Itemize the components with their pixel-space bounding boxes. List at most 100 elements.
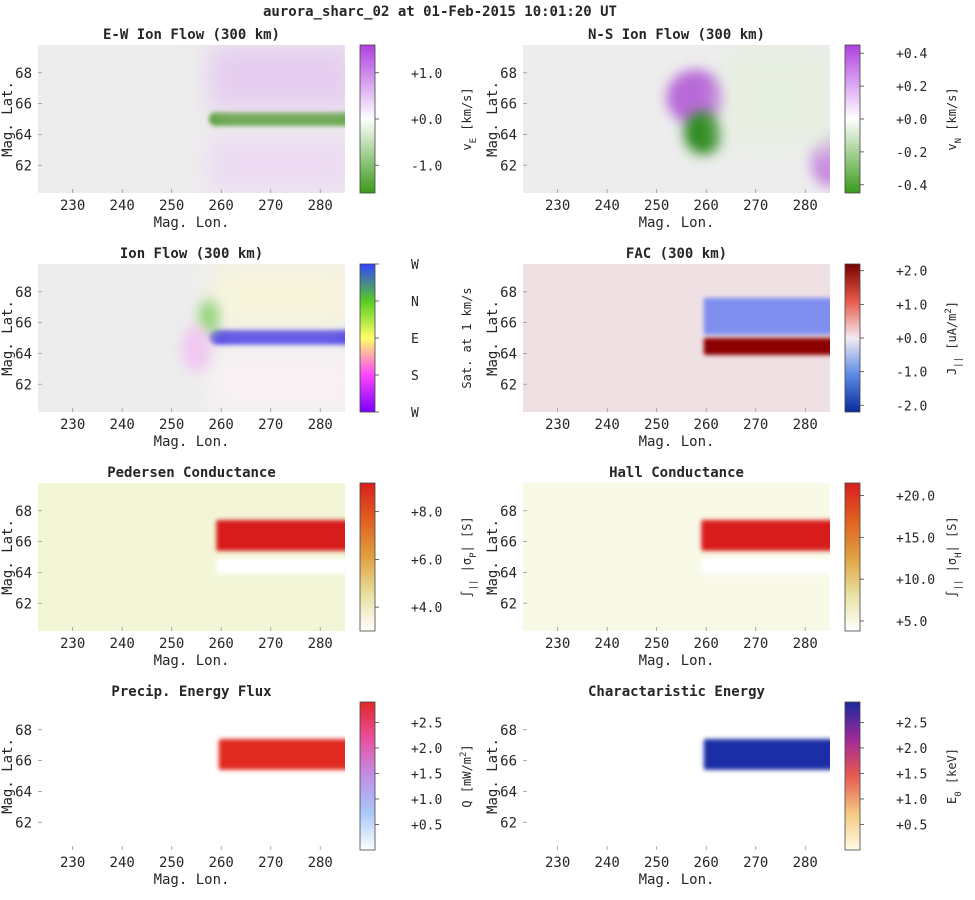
colorbar	[359, 44, 376, 194]
x-tick-label: 270	[258, 636, 283, 652]
heatmap-area	[523, 264, 830, 412]
y-axis-label: Mag. Lat.	[485, 81, 501, 157]
x-axis-label: Mag. Lon.	[639, 653, 715, 669]
colorbar-tick-label: +1.0	[411, 67, 442, 82]
y-tick-label: 68	[500, 723, 517, 739]
x-tick-label: 250	[644, 636, 669, 652]
y-tick-label: 68	[15, 504, 32, 520]
colorbar-tick-label: +0.0	[896, 332, 927, 347]
y-tick-label: 62	[15, 377, 32, 393]
colorbar-tick-label: +0.4	[896, 47, 927, 62]
x-tick-label: 230	[60, 198, 85, 214]
y-axis-label: Mag. Lat.	[0, 519, 16, 595]
x-tick-label: 260	[209, 855, 234, 871]
panel-title: E-W Ion Flow (300 km)	[103, 27, 280, 43]
colorbar-label: Sat. at 1 km/s	[460, 287, 474, 388]
heatmap-region	[703, 739, 830, 770]
x-axis-label: Mag. Lon.	[154, 434, 230, 450]
y-tick-label: 62	[500, 815, 517, 831]
panel-title: N-S Ion Flow (300 km)	[588, 27, 765, 43]
x-tick-label: 240	[595, 636, 620, 652]
x-tick-label: 240	[110, 417, 135, 433]
y-tick-label: 68	[500, 504, 517, 520]
heatmap-blob	[181, 325, 212, 372]
colorbar	[844, 263, 861, 413]
x-tick-label: 250	[644, 417, 669, 433]
panel-title: Charactaristic Energy	[588, 684, 766, 700]
colorbar-label: vE [km/s]	[460, 87, 479, 150]
x-tick-label: 280	[308, 417, 333, 433]
colorbar	[359, 482, 376, 632]
colorbar-tick-label: +1.5	[411, 767, 442, 782]
x-tick-label: 270	[258, 417, 283, 433]
x-tick-label: 240	[595, 855, 620, 871]
colorbar-tick-label: W	[411, 406, 419, 421]
colorbar-tick-label: S	[411, 369, 419, 384]
colorbar-tick-label: +2.5	[411, 716, 442, 731]
y-tick-label: 66	[500, 754, 517, 770]
x-tick-label: 260	[694, 198, 719, 214]
figure-title: aurora_sharc_02 at 01-Feb-2015 10:01:20 …	[263, 4, 617, 20]
heatmap-band	[208, 329, 345, 345]
y-tick-label: 68	[15, 66, 32, 82]
panel-grid: E-W Ion Flow (300 km) 230 240 250 260 270 280 6…	[0, 27, 964, 888]
heatmap-region	[703, 297, 830, 335]
panel-8: Charactaristic Energy 230 240 250 260 270 280 6…	[485, 684, 964, 888]
y-axis-label: Mag. Lat.	[0, 300, 16, 376]
y-tick-label: 64	[15, 784, 32, 800]
y-axis-label: Mag. Lat.	[485, 738, 501, 814]
panel-7: Precip. Energy Flux 230 240 250 260 270 280 62 6…	[0, 684, 474, 888]
x-axis-label: Mag. Lon.	[154, 653, 230, 669]
y-tick-label: 66	[500, 535, 517, 551]
panel-title: Ion Flow (300 km)	[120, 246, 263, 262]
colorbar-tick-label: +0.2	[896, 80, 927, 95]
x-tick-label: 230	[545, 855, 570, 871]
x-tick-label: 270	[743, 198, 768, 214]
y-tick-label: 62	[15, 815, 32, 831]
x-tick-label: 280	[308, 636, 333, 652]
x-tick-label: 280	[793, 855, 818, 871]
colorbar-tick-label: -0.4	[896, 179, 927, 194]
y-tick-label: 64	[15, 565, 32, 581]
y-tick-label: 64	[15, 127, 32, 143]
x-tick-label: 250	[159, 855, 184, 871]
heatmap-area	[523, 45, 830, 193]
y-tick-label: 66	[15, 754, 32, 770]
x-tick-label: 250	[644, 855, 669, 871]
heatmap-wash	[208, 45, 345, 110]
x-axis-label: Mag. Lon.	[154, 872, 230, 888]
heatmap-area	[38, 45, 345, 193]
colorbar-tick-label: +1.0	[896, 793, 927, 808]
x-tick-label: 250	[644, 198, 669, 214]
y-tick-label: 64	[15, 346, 32, 362]
y-tick-label: 64	[500, 565, 517, 581]
colorbar-tick-label: +2.0	[896, 265, 927, 280]
y-tick-label: 62	[15, 596, 32, 612]
x-tick-label: 240	[110, 636, 135, 652]
colorbar-tick-label: +8.0	[411, 506, 442, 521]
colorbar-tick-label: +0.5	[411, 818, 442, 833]
x-tick-label: 280	[308, 198, 333, 214]
x-tick-label: 250	[159, 636, 184, 652]
colorbar-tick-label: +0.5	[896, 818, 927, 833]
colorbar-label: ∫|| |σH| [S]	[945, 516, 964, 597]
y-tick-label: 66	[500, 316, 517, 332]
colorbar-label: J|| [uA/m2]	[944, 301, 964, 375]
heatmap-area	[38, 483, 345, 631]
x-axis-label: Mag. Lon.	[639, 215, 715, 231]
colorbar-tick-label: +5.0	[896, 615, 927, 630]
colorbar-label: E0 [keV]	[945, 748, 964, 804]
colorbar-tick-label: +1.0	[896, 298, 927, 313]
colorbar-tick-label: +20.0	[896, 490, 935, 505]
colorbar-tick-label: +10.0	[896, 573, 935, 588]
x-tick-label: 270	[258, 198, 283, 214]
colorbar-tick-label: +1.0	[411, 793, 442, 808]
panel-5: Pedersen Conductance 230 240 250 260 270 280 62…	[0, 465, 479, 669]
panel-title: FAC (300 km)	[626, 246, 727, 262]
heatmap-area	[523, 702, 830, 850]
colorbar-tick-label: +0.0	[411, 113, 442, 128]
heatmap-region	[216, 520, 345, 551]
colorbar-tick-label: E	[411, 332, 419, 347]
heatmap-band	[208, 112, 345, 126]
y-tick-label: 62	[15, 158, 32, 174]
